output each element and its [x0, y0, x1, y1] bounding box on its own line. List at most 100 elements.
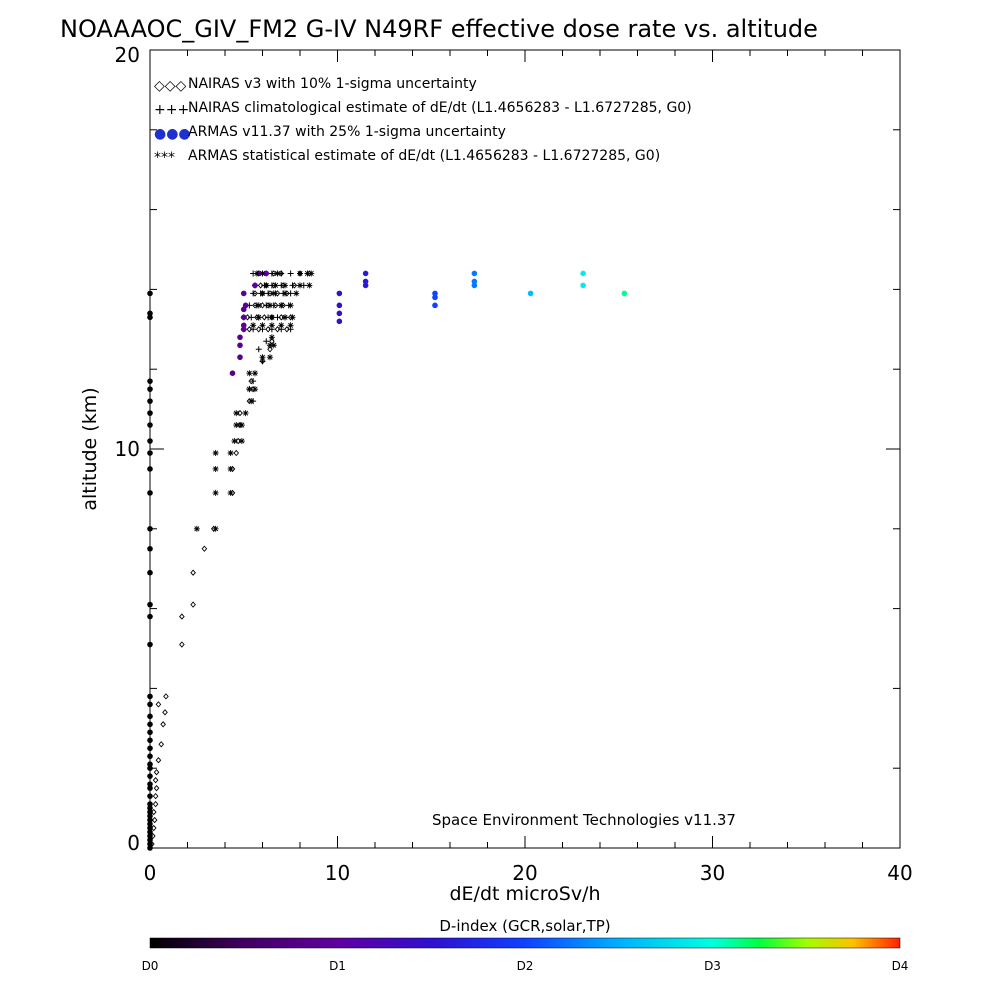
armas-point — [252, 282, 258, 289]
armas-point — [147, 422, 153, 428]
armas-statistical-point — [252, 386, 258, 393]
armas-point — [147, 545, 153, 552]
legend-symbol: ◇◇◇ — [154, 78, 187, 94]
armas-statistical-point — [233, 422, 240, 429]
legend: ◇◇◇ NAIRAS v3 with 10% 1-sigma uncertaint… — [154, 76, 692, 166]
plot-frame — [149, 49, 901, 849]
armas-point — [147, 310, 153, 317]
armas-statistical-point — [212, 489, 219, 496]
armas-statistical-point — [278, 302, 285, 309]
armas-statistical-point — [212, 465, 219, 472]
armas-point — [147, 290, 153, 297]
armas-point — [432, 302, 438, 309]
armas-point — [237, 354, 243, 361]
armas-point — [580, 282, 586, 289]
armas-point — [147, 693, 153, 700]
armas-statistical-point — [233, 410, 240, 417]
credit-text: Space Environment Technologies v11.37 — [432, 811, 736, 829]
armas-statistical-point — [268, 334, 275, 341]
armas-point — [147, 378, 153, 384]
nairas-v3-point — [179, 641, 185, 648]
armas-statistical-point — [270, 342, 277, 349]
armas-point — [147, 737, 153, 744]
armas-statistical-point — [297, 282, 303, 289]
armas-point — [147, 825, 153, 831]
armas-statistical-point — [274, 270, 281, 277]
armas-point — [147, 386, 153, 392]
armas-point — [336, 290, 343, 297]
armas-statistical-point — [282, 314, 288, 321]
x-tick-label: 10 — [325, 861, 350, 885]
y-tick-label: 0 — [127, 831, 140, 855]
nairas-climatology-point — [248, 314, 255, 321]
armas-statistical-point — [267, 342, 273, 349]
colorbar-label: D3 — [704, 959, 721, 973]
armas-point — [147, 801, 153, 807]
armas-statistical-point — [259, 354, 266, 361]
armas-point — [147, 833, 153, 839]
armas-statistical-point — [287, 322, 294, 329]
armas-statistical-point — [308, 270, 315, 277]
armas-statistical-point — [272, 282, 279, 289]
armas-statistical-point — [267, 354, 273, 361]
armas-point — [432, 294, 438, 301]
nairas-climatology-point — [263, 338, 270, 345]
armas-point — [362, 278, 369, 285]
nairas-v3-point — [257, 282, 264, 289]
armas-statistical-point — [227, 489, 234, 496]
armas-statistical-point — [293, 290, 300, 297]
legend-label: ARMAS v11.37 with 25% 1-sigma uncertaint… — [188, 124, 506, 140]
legend-label: ARMAS statistical estimate of dE/dt (L1.… — [188, 148, 660, 164]
armas-point — [147, 398, 153, 404]
armas-point — [147, 713, 153, 720]
armas-point — [240, 326, 247, 333]
armas-statistical-point — [278, 322, 285, 329]
colorbar — [149, 937, 901, 949]
armas-point — [147, 781, 153, 787]
armas-point — [147, 314, 153, 321]
nairas-v3-point — [278, 314, 285, 321]
armas-point — [242, 302, 249, 309]
armas-statistical-point — [287, 302, 294, 309]
armas-point — [147, 745, 153, 752]
nairas-v3-point — [255, 326, 262, 333]
legend-symbol: *** — [154, 150, 175, 166]
nairas-climatology-point — [287, 290, 294, 297]
tick-labels: 0 10 20 30 40 0 10 20 — [115, 43, 913, 885]
armas-point — [147, 761, 153, 768]
armas-point — [471, 278, 478, 285]
colorbar-label: D0 — [142, 959, 159, 973]
armas-statistical-point — [270, 290, 277, 297]
legend-label: NAIRAS climatological estimate of dE/dt … — [188, 100, 692, 116]
armas-point — [147, 793, 153, 799]
armas-point — [147, 466, 153, 472]
armas-point — [147, 438, 153, 444]
nairas-v3-point — [237, 409, 243, 417]
nairas-v3-point — [153, 769, 160, 776]
armas-point — [336, 302, 343, 309]
x-tick-label: 30 — [700, 861, 725, 885]
armas-point — [147, 813, 153, 819]
nairas-v3-point — [160, 721, 166, 728]
nairas-v3-point — [162, 709, 168, 716]
nairas-v3-point — [158, 741, 165, 748]
armas-point — [229, 370, 236, 376]
x-tick-label: 40 — [887, 861, 912, 885]
armas-statistical-point — [259, 270, 266, 277]
nairas-v3-point — [152, 800, 159, 808]
armas-point — [263, 270, 270, 277]
colorbar-label: D1 — [329, 959, 346, 973]
colorbar-title: D-index (GCR,solar,TP) — [439, 917, 610, 935]
armas-statistical-point — [268, 322, 275, 329]
nairas-climatology-point — [268, 270, 275, 277]
armas-statistical-point — [255, 314, 262, 321]
armas-point — [362, 270, 369, 277]
nairas-climatology-point — [287, 270, 294, 277]
armas-point — [147, 821, 153, 827]
legend-symbol: ●●● — [154, 126, 191, 142]
nairas-v3-point — [155, 701, 162, 708]
armas-statistical-point — [306, 282, 313, 289]
armas-point — [336, 318, 343, 325]
armas-point — [237, 334, 243, 341]
